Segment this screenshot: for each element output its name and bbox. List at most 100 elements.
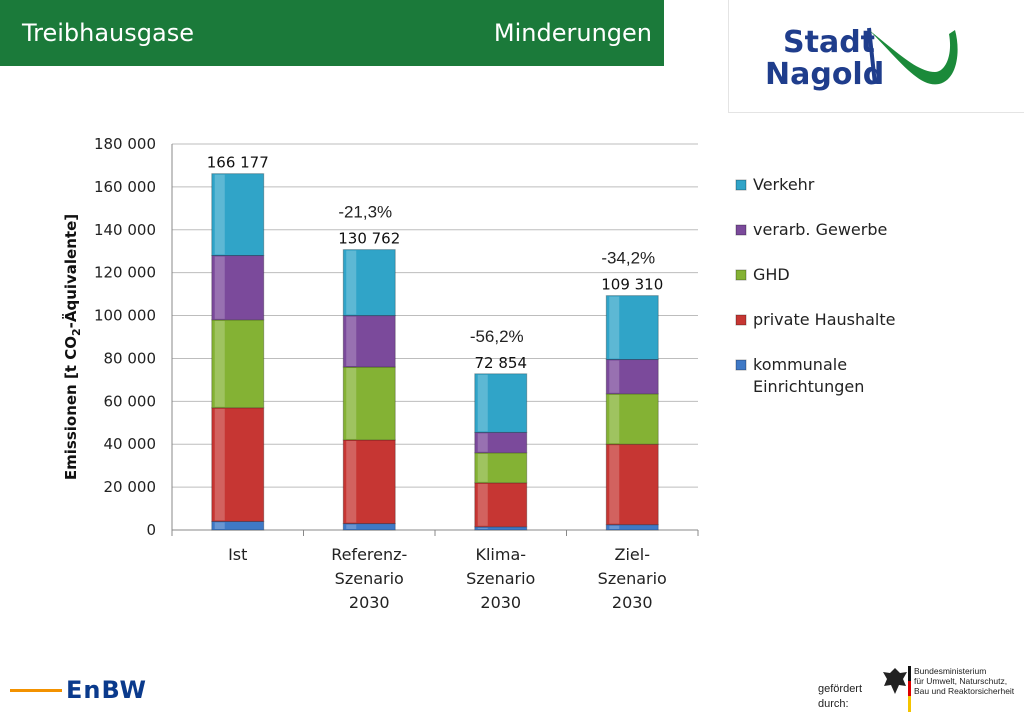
bar-highlight [609, 360, 620, 393]
y-tick-label: 60 000 [104, 392, 157, 410]
bar-highlight [609, 445, 620, 524]
logo-text-stadt: Stadt [783, 25, 875, 60]
x-axis-labels: Ist Referenz- Szenario 2030 Klima- Szenario 20… [228, 545, 667, 612]
x-tick-label: Szenario [466, 569, 535, 588]
bar-segment [605, 443, 659, 526]
y-tick-label: 0 [146, 521, 156, 539]
y-tick-label: 180 000 [94, 135, 156, 153]
data-labels: 166 177 130 762 -21,3% 72 854 -56,2% 109 310 -… [207, 154, 664, 372]
bar-highlight [477, 453, 488, 482]
legend-label: Einrichtungen [753, 377, 864, 396]
bar-highlight [477, 483, 488, 526]
legend-label: private Haushalte [753, 310, 895, 329]
bar-highlight [214, 320, 225, 407]
ministry-logo: Bundesministerium für Umwelt, Naturschut… [880, 664, 1020, 720]
y-tick-label: 80 000 [104, 349, 157, 367]
bar-highlight [609, 394, 620, 444]
x-tick-label: Ist [228, 545, 247, 564]
bar-highlight [214, 522, 225, 529]
legend-label: verarb. Gewerbe [753, 220, 887, 239]
legend-swatch [735, 359, 747, 371]
chart-legend: Verkehr verarb. Gewerbe GHD private Haushal… [735, 175, 895, 396]
bar-segment [605, 393, 659, 445]
bar-highlight [609, 296, 620, 359]
bar-segment [474, 452, 528, 484]
funded-by-line2: durch: [818, 698, 849, 710]
bar-highlight [477, 374, 488, 432]
bar-highlight [477, 433, 488, 452]
bar-segment [342, 249, 396, 317]
header-bar: Treibhausgase Minderungen [0, 0, 664, 66]
bar-highlight [346, 440, 357, 523]
y-tick-label: 20 000 [104, 478, 157, 496]
bar-highlight [346, 316, 357, 367]
x-tick-label: Szenario [598, 569, 667, 588]
enbw-line-icon [10, 689, 62, 692]
y-tick-label: 100 000 [94, 307, 156, 325]
total-data-label: 72 854 [475, 354, 528, 372]
bar-highlight [346, 250, 357, 315]
total-data-label: 130 762 [338, 230, 400, 248]
bar-segment [211, 255, 265, 321]
flag-bar-icon [908, 666, 911, 712]
bar-segment [474, 373, 528, 433]
ministry-name: Bundesministerium für Umwelt, Naturschut… [914, 666, 1014, 696]
stadt-nagold-logo: Stadt Nagold [728, 0, 1024, 113]
bar-highlight [346, 368, 357, 439]
bar-segment [605, 295, 659, 361]
legend-swatch [735, 224, 747, 236]
stadt-nagold-logo-graphic: Stadt Nagold [765, 25, 958, 92]
y-axis-ticks: 0 20 000 40 000 60 000 80 000 100 000 120 000 1… [94, 135, 156, 539]
bar-segment [211, 173, 265, 257]
bar-segment [474, 482, 528, 528]
x-tick-label: Ziel- [615, 545, 650, 564]
x-tick-label: 2030 [480, 593, 521, 612]
bar-highlight [477, 527, 488, 529]
bar-highlight [214, 256, 225, 319]
ministry-line1: Bundesministerium [914, 666, 987, 676]
logo-swoosh-icon [869, 30, 958, 85]
y-tick-label: 160 000 [94, 178, 156, 196]
bar-highlight [214, 408, 225, 521]
bar-highlight [214, 174, 225, 255]
x-tick-label: Szenario [335, 569, 404, 588]
total-data-label: 166 177 [207, 154, 269, 172]
bar-segment [342, 439, 396, 525]
federal-eagle-icon [883, 668, 907, 694]
legend-label: GHD [753, 265, 790, 284]
y-tick-label: 40 000 [104, 435, 157, 453]
y-tick-label: 140 000 [94, 221, 156, 239]
total-data-label: 109 310 [601, 276, 663, 294]
legend-label: Verkehr [753, 175, 815, 194]
change-percent-label: -21,3% [338, 203, 392, 222]
legend-swatch [735, 179, 747, 191]
change-percent-label: -56,2% [470, 327, 524, 346]
enbw-logo-text: EnBW [66, 676, 147, 704]
x-tick-label: Referenz- [331, 545, 407, 564]
change-percent-label: -34,2% [601, 249, 655, 268]
y-axis-label: Emissionen [t CO2-Äquivalente] [61, 214, 83, 480]
x-tick-label: Klima- [475, 545, 526, 564]
legend-swatch [735, 314, 747, 326]
enbw-logo: EnBW [10, 676, 150, 706]
ministry-line3: Bau und Reaktorsicherheit [914, 686, 1015, 696]
chart-bars [211, 173, 659, 531]
legend-label: kommunale [753, 355, 847, 374]
page-subtitle: Minderungen [493, 19, 652, 47]
logo-stroke-icon [867, 27, 877, 85]
funded-by-line1: gefördert [818, 683, 863, 695]
x-tick-label: 2030 [612, 593, 653, 612]
legend-swatch [735, 269, 747, 281]
ministry-line2: für Umwelt, Naturschutz, [914, 676, 1008, 686]
logo-text-nagold: Nagold [765, 57, 884, 92]
bar-segment [342, 315, 396, 368]
y-tick-label: 120 000 [94, 264, 156, 282]
bar-segment [211, 407, 265, 522]
funded-by-text: gefördert durch: [818, 682, 862, 712]
bar-highlight [346, 524, 357, 529]
page-title: Treibhausgase [22, 19, 194, 47]
x-tick-label: 2030 [349, 593, 390, 612]
bar-segment [605, 359, 659, 395]
bar-highlight [609, 525, 620, 529]
